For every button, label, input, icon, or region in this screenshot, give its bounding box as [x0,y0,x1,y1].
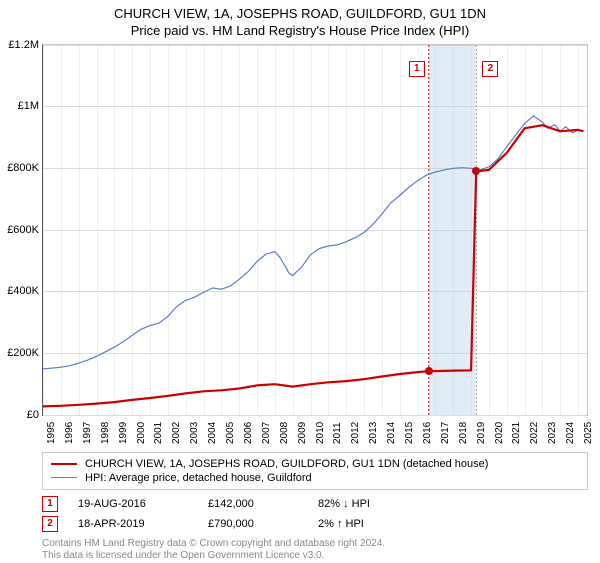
footer-attribution: Contains HM Land Registry data © Crown c… [42,538,588,563]
x-tick-label: 2001 [153,422,164,444]
sales-table: 1 19-AUG-2016 £142,000 82% ↓ HPI 2 18-AP… [42,494,588,534]
legend-box: CHURCH VIEW, 1A, JOSEPHS ROAD, GUILDFORD… [42,452,588,490]
figure-container: CHURCH VIEW, 1A, JOSEPHS ROAD, GUILDFORD… [0,0,600,560]
legend-label-property: CHURCH VIEW, 1A, JOSEPHS ROAD, GUILDFORD… [85,458,488,470]
x-tick-label: 2012 [350,422,361,444]
x-tick-label: 2004 [207,422,218,444]
y-tick-label: £1M [18,100,43,112]
title-line-1: CHURCH VIEW, 1A, JOSEPHS ROAD, GUILDFORD… [0,6,600,23]
sales-date-2: 18-APR-2019 [78,518,188,530]
x-tick-label: 2009 [297,422,308,444]
legend-item-hpi: HPI: Average price, detached house, Guil… [51,471,579,485]
x-tick-label: 2024 [565,422,576,444]
legend-item-property: CHURCH VIEW, 1A, JOSEPHS ROAD, GUILDFORD… [51,457,579,471]
x-tick-label: 2021 [511,422,522,444]
x-tick-label: 2006 [243,422,254,444]
x-tick-label: 2018 [458,422,469,444]
footer-line-2: This data is licensed under the Open Gov… [42,550,588,563]
x-tick-label: 2002 [171,422,182,444]
sales-row-1: 1 19-AUG-2016 £142,000 82% ↓ HPI [42,494,588,514]
sales-row-2: 2 18-APR-2019 £790,000 2% ↑ HPI [42,514,588,534]
x-tick-label: 2003 [189,422,200,444]
x-tick-label: 2025 [583,422,594,444]
y-tick-label: £0 [27,409,43,421]
x-tick-label: 1998 [100,422,111,444]
x-tick-label: 2022 [529,422,540,444]
x-tick-label: 2023 [547,422,558,444]
chart-marker-dot-1 [425,367,433,375]
sales-price-2: £790,000 [208,518,298,530]
chart-marker-badge-1: 1 [409,61,425,77]
footer-line-1: Contains HM Land Registry data © Crown c… [42,538,588,551]
x-tick-label: 2015 [404,422,415,444]
y-tick-label: £1.2M [8,39,43,51]
x-tick-label: 1996 [64,422,75,444]
y-tick-label: £800K [7,162,43,174]
legend-label-hpi: HPI: Average price, detached house, Guil… [85,472,312,484]
legend-swatch-hpi [51,477,77,478]
sales-badge-1: 1 [42,496,58,512]
y-tick-label: £400K [7,285,43,297]
x-tick-label: 1995 [46,422,57,444]
x-tick-label: 2020 [494,422,505,444]
sales-badge-2: 2 [42,516,58,532]
chart-plot-area: £0£200K£400K£600K£800K£1M£1.2M12 [42,44,588,416]
x-tick-label: 2010 [315,422,326,444]
chart-marker-badge-2: 2 [482,61,498,77]
x-axis-ticks: 1995 1996 1997 1998 1999 2000 2001 2002 2003 2004… [42,416,588,448]
sales-hpi-2: 2% ↑ HPI [318,518,418,530]
sales-date-1: 19-AUG-2016 [78,498,188,510]
x-tick-label: 2014 [386,422,397,444]
x-tick-label: 2019 [476,422,487,444]
x-tick-label: 1999 [118,422,129,444]
x-tick-label: 2007 [261,422,272,444]
y-tick-label: £600K [7,224,43,236]
x-tick-label: 2016 [422,422,433,444]
chart-marker-dot-2 [472,167,480,175]
sales-price-1: £142,000 [208,498,298,510]
x-tick-label: 2013 [368,422,379,444]
x-tick-label: 2011 [332,422,343,444]
x-tick-label: 2005 [225,422,236,444]
x-tick-label: 2017 [440,422,451,444]
chart-titles: CHURCH VIEW, 1A, JOSEPHS ROAD, GUILDFORD… [0,0,600,44]
sales-hpi-1: 82% ↓ HPI [318,498,418,510]
x-tick-label: 2000 [136,422,147,444]
y-tick-label: £200K [7,347,43,359]
title-line-2: Price paid vs. HM Land Registry's House … [0,23,600,40]
legend-swatch-property [51,463,77,465]
x-tick-label: 1997 [82,422,93,444]
chart-svg [43,45,587,415]
x-tick-label: 2008 [279,422,290,444]
